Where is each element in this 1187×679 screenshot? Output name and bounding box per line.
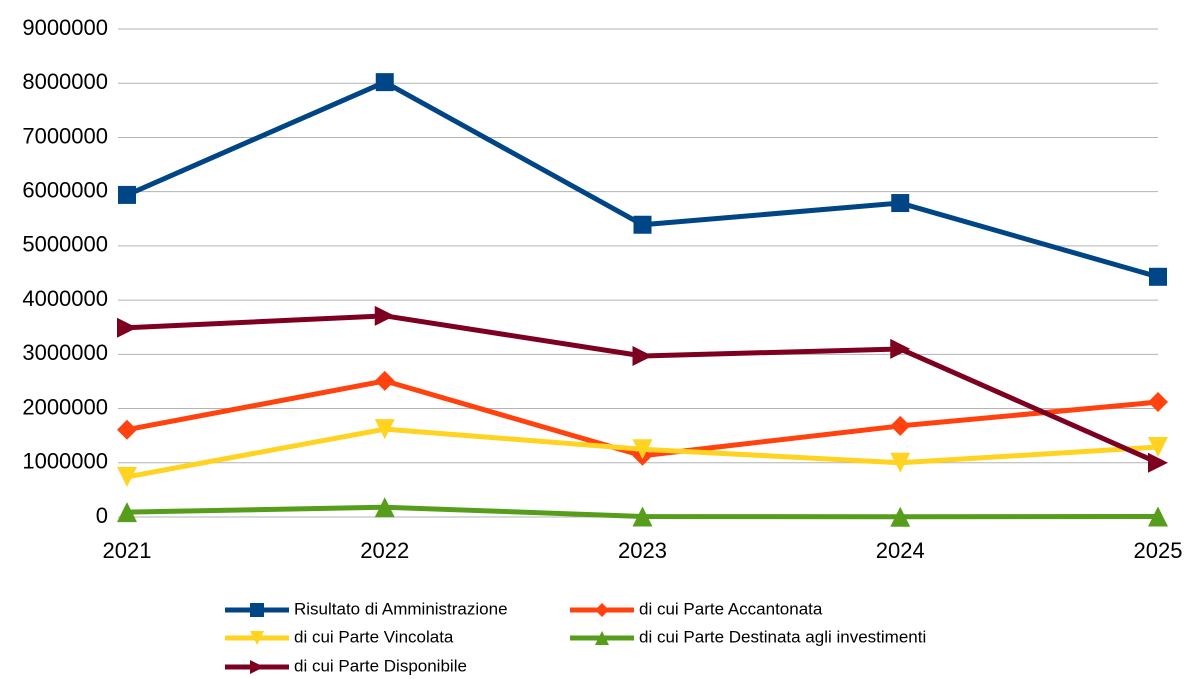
- y-tick-label: 6000000: [22, 177, 108, 202]
- y-tick-label: 7000000: [22, 123, 108, 148]
- y-tick-label: 5000000: [22, 232, 108, 257]
- data-point: [632, 439, 653, 460]
- data-point: [632, 345, 653, 366]
- data-point: [117, 502, 137, 523]
- legend-marker: [250, 603, 264, 617]
- data-point: [1148, 452, 1168, 473]
- data-point: [374, 419, 395, 440]
- data-point: [374, 370, 395, 391]
- data-point: [374, 305, 395, 326]
- legend-label: di cui Parte Vincolata: [294, 627, 454, 646]
- legend-label: di cui Parte Accantonata: [639, 599, 823, 618]
- data-point: [117, 466, 137, 487]
- data-point: [1148, 392, 1168, 413]
- data-point: [1149, 267, 1167, 286]
- data-point: [1148, 437, 1168, 458]
- data-point: [890, 452, 911, 473]
- legend-label: di cui Parte Destinata agli investimenti: [639, 627, 926, 646]
- series-line: [125, 79, 1159, 280]
- legend-marker: [595, 603, 609, 617]
- data-point: [117, 317, 137, 338]
- data-point: [890, 415, 911, 436]
- y-tick-label: 9000000: [22, 15, 108, 40]
- legend-marker: [250, 660, 264, 674]
- y-tick-label: 3000000: [22, 340, 108, 365]
- x-tick-label: 2021: [103, 538, 152, 563]
- y-tick-label: 4000000: [22, 286, 108, 311]
- data-point: [633, 215, 652, 234]
- data-point: [632, 506, 653, 527]
- y-tick-label: 1000000: [22, 449, 108, 474]
- data-point: [890, 338, 911, 359]
- data-point: [891, 194, 910, 213]
- data-point: [375, 73, 394, 92]
- x-tick-label: 2023: [618, 538, 667, 563]
- data-point: [117, 419, 137, 440]
- data-point: [374, 497, 395, 518]
- y-tick-label: 0: [96, 503, 108, 528]
- legend-label: di cui Parte Disponibile: [294, 656, 467, 675]
- y-tick-label: 2000000: [22, 394, 108, 419]
- data-point: [890, 506, 911, 527]
- data-point: [118, 185, 136, 204]
- data-point: [1148, 506, 1168, 527]
- legend-marker: [250, 631, 264, 645]
- x-tick-label: 2022: [360, 538, 409, 563]
- legend-label: Risultato di Amministrazione: [294, 599, 508, 618]
- y-tick-label: 8000000: [22, 69, 108, 94]
- x-tick-label: 2024: [876, 538, 925, 563]
- legend-marker: [595, 631, 609, 645]
- x-tick-label: 2025: [1134, 538, 1183, 563]
